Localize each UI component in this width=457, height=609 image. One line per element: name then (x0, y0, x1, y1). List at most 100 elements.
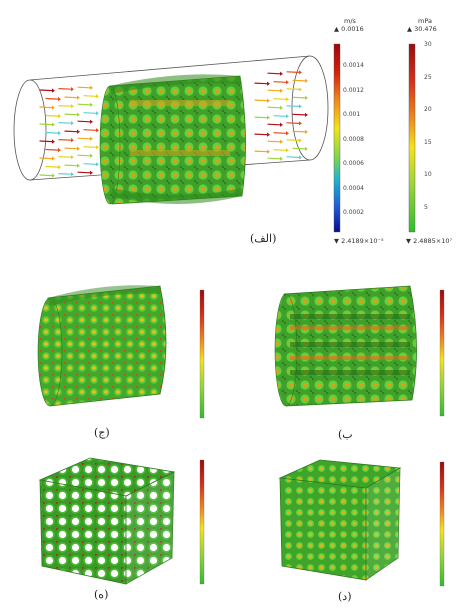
scaffold-he (38, 457, 176, 585)
colorbar-he (199, 459, 205, 585)
velocity-arrow (64, 130, 78, 133)
velocity-tick: 0.0006 (343, 160, 364, 167)
velocity-arrow-head (286, 131, 289, 136)
velocity-arrow-head (90, 170, 93, 175)
pressure-tick: 20 (424, 106, 432, 113)
velocity-arrow-head (52, 156, 55, 161)
velocity-unit: m/s (344, 17, 356, 25)
velocity-arrow-head (52, 173, 55, 178)
velocity-arrow-head (77, 146, 80, 151)
pressure-tick: 10 (424, 171, 432, 178)
colorbar-jim (199, 289, 205, 419)
pressure-max: ▲ 30.476 (407, 25, 437, 33)
velocity-tick: 0.001 (343, 111, 361, 118)
velocity-arrow-head (280, 71, 283, 76)
label-alef: (الف) (250, 232, 277, 245)
velocity-arrow-head (280, 156, 283, 161)
velocity-arrow-head (305, 78, 308, 83)
velocity-colorbar (333, 43, 341, 233)
velocity-arrow (39, 157, 53, 160)
velocity-arrow-head (77, 95, 80, 100)
velocity-arrow (77, 154, 91, 157)
velocity-arrow (267, 140, 281, 143)
velocity-arrow-head (267, 149, 270, 154)
velocity-arrow (45, 131, 59, 134)
velocity-arrow (77, 103, 91, 106)
velocity-arrow (45, 97, 59, 100)
velocity-arrow-head (305, 146, 308, 151)
velocity-arrow (254, 133, 268, 136)
velocity-arrow-head (305, 129, 308, 134)
velocity-tick: 0.0004 (343, 184, 364, 192)
velocity-arrow (64, 164, 78, 167)
velocity-arrow-head (71, 87, 74, 92)
velocity-arrow (292, 147, 306, 150)
velocity-arrow (292, 130, 306, 133)
velocity-arrow (267, 123, 281, 126)
velocity-arrow-head (90, 119, 93, 124)
label-he: (ه) (94, 588, 109, 601)
velocity-arrow-head (280, 139, 283, 144)
velocity-arrow (64, 113, 78, 116)
velocity-tick: 0.0008 (343, 135, 364, 143)
velocity-arrow (273, 132, 287, 134)
velocity-arrow-head (286, 80, 289, 85)
velocity-arrow (254, 82, 268, 85)
velocity-arrow (39, 123, 53, 126)
pressure-tick: 25 (424, 73, 432, 81)
velocity-arrow-head (299, 138, 302, 143)
velocity-arrow-head (305, 112, 308, 117)
velocity-arrow (64, 147, 78, 150)
velocity-arrow-head (77, 129, 80, 134)
velocity-arrow (254, 150, 268, 153)
velocity-arrow-head (71, 104, 74, 109)
velocity-arrow (286, 122, 300, 125)
velocity-max: ▲ 0.0016 (334, 25, 364, 33)
velocity-arrow (83, 112, 97, 114)
velocity-arrow-head (299, 104, 302, 109)
velocity-arrow (64, 96, 78, 99)
scaffold-be (274, 285, 417, 407)
velocity-arrow-head (286, 97, 289, 102)
velocity-arrow-head (77, 163, 80, 168)
velocity-arrow-head (71, 155, 74, 160)
flow-domain-figure (13, 55, 329, 205)
velocity-arrow-head (71, 172, 74, 177)
velocity-arrow-head (58, 113, 61, 119)
velocity-arrow (267, 157, 281, 160)
label-be: (ب (338, 428, 353, 441)
velocity-arrow (83, 146, 97, 148)
velocity-arrow-head (267, 81, 270, 86)
velocity-arrow-head (267, 132, 270, 137)
velocity-arrow (267, 106, 281, 109)
velocity-arrow (58, 87, 72, 90)
velocity-arrow (58, 139, 72, 141)
velocity-arrow (267, 89, 281, 92)
velocity-arrow-head (96, 111, 99, 116)
velocity-arrow-head (96, 162, 99, 167)
velocity-arrow-head (58, 96, 61, 102)
velocity-arrow-head (280, 88, 283, 93)
velocity-arrow (77, 137, 91, 140)
velocity-arrow (58, 156, 72, 158)
velocity-arrow-head (71, 121, 74, 126)
velocity-arrow-head (52, 122, 55, 127)
velocity-arrow-head (58, 164, 61, 170)
velocity-arrow-head (299, 121, 302, 126)
velocity-arrow (292, 113, 306, 116)
velocity-arrow-head (299, 155, 302, 160)
velocity-tick: 0.0014 (343, 62, 364, 69)
velocity-arrow (77, 171, 91, 174)
velocity-arrow (286, 71, 300, 74)
velocity-arrow (77, 120, 91, 123)
velocity-arrow (39, 140, 53, 143)
velocity-arrow (58, 173, 72, 175)
velocity-arrow (286, 105, 300, 108)
colorbar-dal (439, 461, 445, 587)
velocity-arrow-head (90, 153, 93, 158)
velocity-arrow-head (52, 105, 55, 110)
velocity-arrow-head (305, 95, 308, 100)
velocity-arrow (45, 148, 59, 151)
velocity-arrow (83, 95, 97, 97)
scaffold-jim (37, 285, 167, 407)
